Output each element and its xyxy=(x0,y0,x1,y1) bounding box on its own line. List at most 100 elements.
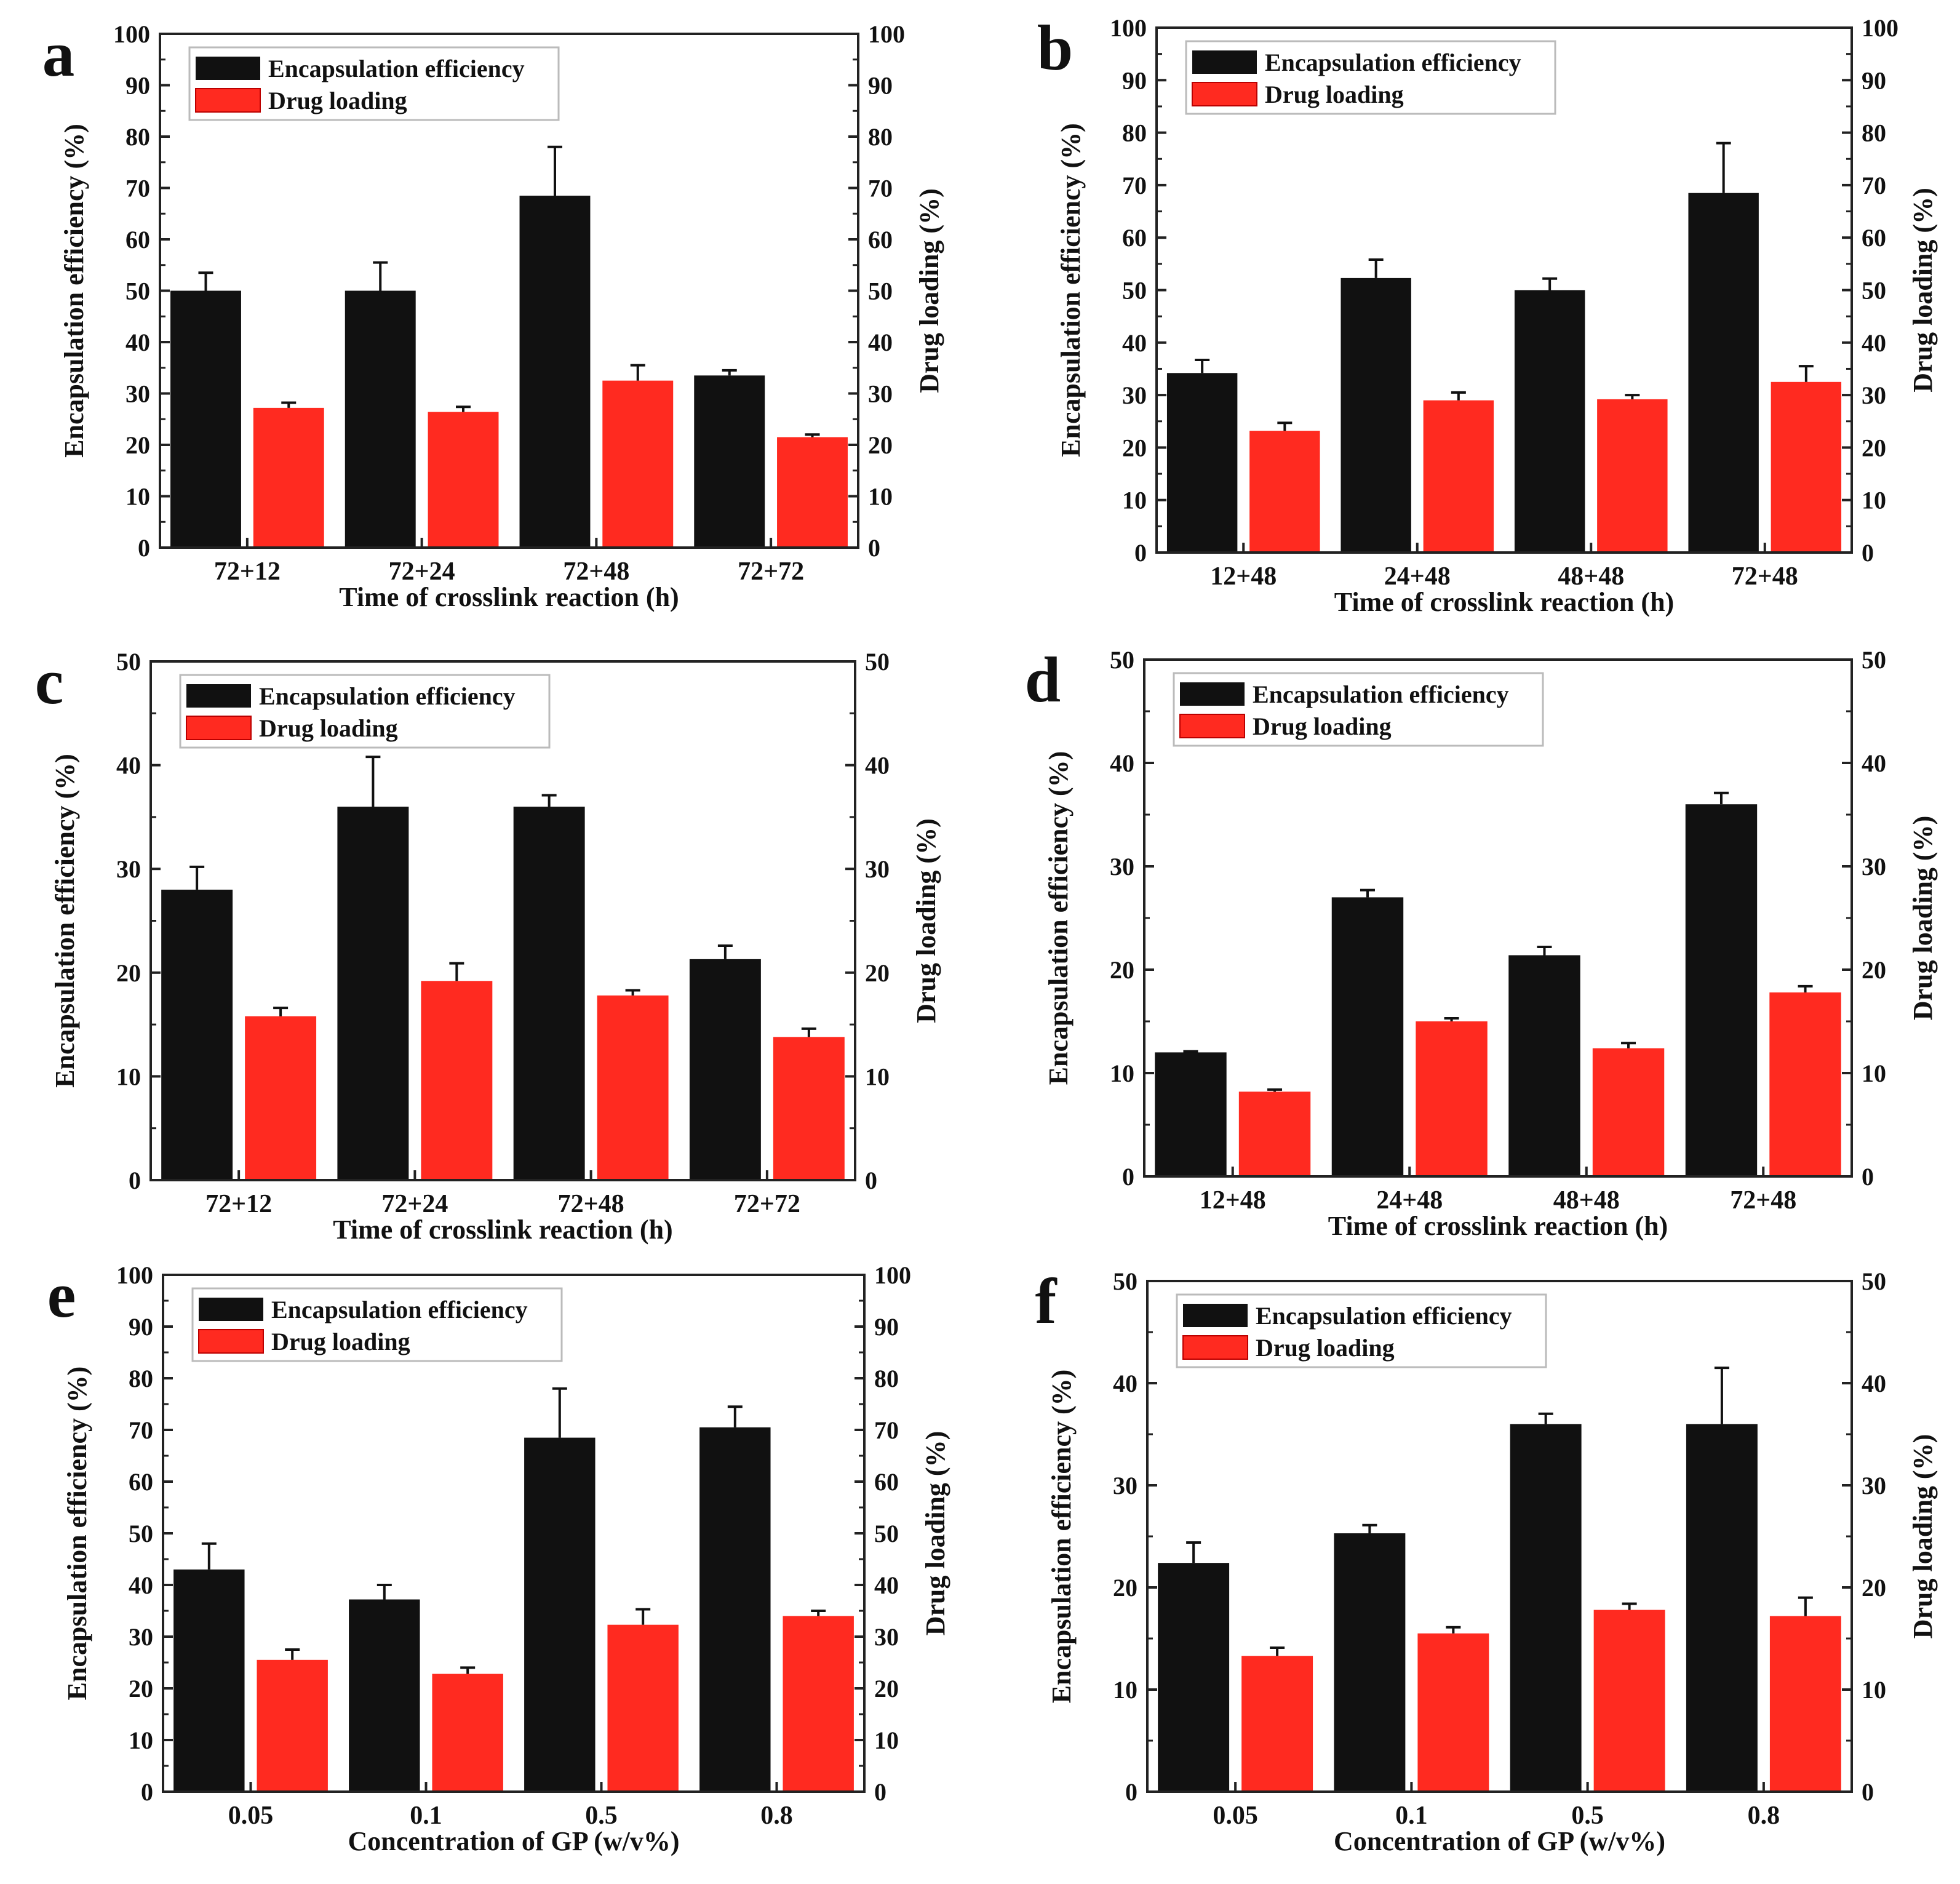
ee-bar-3 xyxy=(1508,955,1580,1176)
y-tick-label-left: 80 xyxy=(1122,119,1147,147)
x-axis-title: Time of crosslink reaction (h) xyxy=(333,1215,672,1245)
legend: Encapsulation efficiency Drug loading xyxy=(179,674,551,749)
y-tick-label-right: 0 xyxy=(1862,1163,1874,1191)
ee-error-bar-4 xyxy=(1713,791,1729,805)
x-tick-label: 48+48 xyxy=(1553,1186,1620,1215)
x-tick-label: 72+48 xyxy=(563,557,629,586)
panel-label: c xyxy=(35,645,64,717)
y-tick-label-left: 40 xyxy=(1110,749,1134,777)
ee-error-bar-3 xyxy=(1537,946,1552,956)
y-tick-label-left: 0 xyxy=(1125,1778,1137,1806)
y-tick-label-right: 50 xyxy=(1862,646,1886,674)
ee-bar-3 xyxy=(1514,290,1585,553)
x-tick-label: 0.5 xyxy=(585,1802,618,1830)
y-tick-label-right: 50 xyxy=(1862,1267,1886,1295)
ee-bar-2 xyxy=(1341,277,1411,553)
y-tick-label-right: 0 xyxy=(874,1778,886,1806)
ee-bar-3 xyxy=(519,196,591,548)
x-tick-label: 0.1 xyxy=(410,1802,442,1830)
ee-bar-4 xyxy=(1688,193,1759,553)
dl-error-bar-4 xyxy=(805,433,820,437)
x-tick-label: 72+12 xyxy=(214,557,281,586)
dl-error-bar-4 xyxy=(1798,984,1813,992)
ee-error-bar-2 xyxy=(365,756,381,807)
y-tick-label-right: 40 xyxy=(1862,749,1886,777)
dl-bar-2 xyxy=(1423,400,1494,553)
ee-bar-4 xyxy=(694,375,765,548)
x-tick-label: 24+48 xyxy=(1384,562,1451,591)
x-tick-label: 72+48 xyxy=(1732,562,1798,591)
y-axis-title-left: Encapsulation efficiency (%) xyxy=(1046,1370,1077,1704)
dl-error-bar-3 xyxy=(635,1608,651,1625)
legend: Encapsulation efficiency Drug loading xyxy=(191,1287,563,1362)
dl-bar-4 xyxy=(777,437,848,548)
dl-error-bar-1 xyxy=(285,1648,300,1660)
x-tick-label: 0.1 xyxy=(1395,1802,1428,1830)
ee-error-bar-4 xyxy=(722,369,737,376)
dl-error-bar-1 xyxy=(1277,421,1293,431)
y-tick-label-right: 0 xyxy=(865,1167,877,1194)
legend-swatch-dl xyxy=(1179,714,1245,738)
dl-error-bar-1 xyxy=(1270,1646,1285,1656)
y-tick-label-left: 40 xyxy=(129,1571,153,1599)
y-tick-label-left: 30 xyxy=(1113,1472,1137,1499)
legend-swatch-ee xyxy=(196,57,260,80)
dl-bar-2 xyxy=(1416,1021,1488,1176)
y-tick-label-right: 0 xyxy=(1862,539,1874,567)
y-tick-label-right: 20 xyxy=(874,1675,899,1702)
dl-error-bar-3 xyxy=(1621,1042,1636,1048)
ee-error-bar-4 xyxy=(1714,1367,1729,1424)
dl-error-bar-4 xyxy=(1798,365,1814,382)
y-axis-title-left: Encapsulation efficiency (%) xyxy=(1043,751,1074,1085)
ee-error-bar-3 xyxy=(1538,1412,1553,1424)
legend-swatch-dl xyxy=(1182,1335,1248,1360)
legend-swatch-ee xyxy=(1183,1304,1248,1327)
y-tick-label-left: 70 xyxy=(1122,172,1147,199)
legend-label-ee: Encapsulation efficiency xyxy=(271,1296,528,1323)
x-tick-label: 0.8 xyxy=(1748,1802,1780,1830)
ee-error-bar-4 xyxy=(1716,142,1731,193)
y-tick-label-right: 50 xyxy=(874,1520,899,1547)
y-tick-label-right: 70 xyxy=(868,175,893,202)
dl-bar-1 xyxy=(1238,1092,1311,1176)
y-tick-label-left: 60 xyxy=(1122,224,1147,252)
ee-error-bar-2 xyxy=(1368,258,1384,278)
y-tick-label-right: 40 xyxy=(1862,329,1886,357)
y-tick-label-right: 100 xyxy=(1862,14,1898,42)
y-tick-label-right: 30 xyxy=(874,1623,899,1651)
x-tick-label: 72+72 xyxy=(734,1190,800,1218)
dl-bar-1 xyxy=(245,1016,317,1180)
x-axis-title: Time of crosslink reaction (h) xyxy=(1334,587,1674,617)
legend-label-dl: Drug loading xyxy=(1265,81,1404,108)
legend-label-ee: Encapsulation efficiency xyxy=(259,682,516,710)
panel-a: a 72+12 72+24 72+48 72+72 0 0 10 10 20 20 30 30 40 40 5… xyxy=(42,18,944,612)
y-tick-label-right: 50 xyxy=(865,648,890,676)
ee-bar-4 xyxy=(699,1427,771,1792)
ee-error-bar-3 xyxy=(552,1387,567,1438)
y-tick-label-right: 70 xyxy=(1862,172,1886,199)
y-tick-label-right: 80 xyxy=(874,1365,899,1392)
dl-bar-2 xyxy=(428,412,499,548)
y-tick-label-right: 10 xyxy=(868,483,893,511)
ee-error-bar-3 xyxy=(541,794,557,807)
x-tick-label: 24+48 xyxy=(1376,1186,1443,1215)
x-axis-title: Time of crosslink reaction (h) xyxy=(339,582,679,612)
dl-bar-4 xyxy=(1769,1616,1841,1792)
y-tick-label-left: 40 xyxy=(1122,329,1147,357)
y-axis-title-right: Drug loading (%) xyxy=(1908,188,1938,392)
panel-f: f 0.05 0.1 0.5 0.8 0 0 10 10 20 20 30 30 40 40 50 50 Conc… xyxy=(1035,1265,1938,1856)
y-tick-label-left: 90 xyxy=(125,72,150,100)
plot-frame xyxy=(159,33,859,549)
ee-error-bar-2 xyxy=(1362,1523,1377,1534)
ee-bar-1 xyxy=(170,290,241,548)
y-tick-label-left: 90 xyxy=(129,1313,153,1341)
panel-label: a xyxy=(42,18,75,90)
dl-error-bar-3 xyxy=(630,364,645,381)
y-tick-label-left: 20 xyxy=(1122,434,1147,461)
y-tick-label-right: 20 xyxy=(1862,956,1886,984)
y-axis-title-right: Drug loading (%) xyxy=(1908,816,1938,1020)
dl-error-bar-4 xyxy=(801,1027,816,1037)
legend-label-dl: Drug loading xyxy=(271,1328,410,1355)
x-tick-label: 12+48 xyxy=(1210,562,1277,591)
y-tick-label-left: 70 xyxy=(125,175,150,202)
